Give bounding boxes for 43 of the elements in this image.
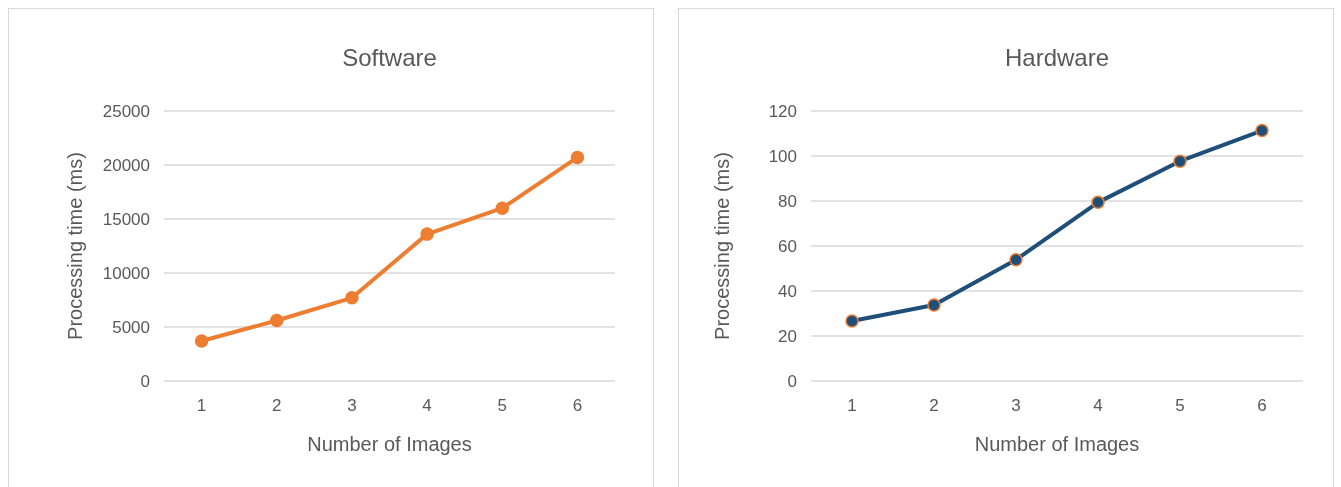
point xyxy=(194,334,209,348)
x-axis-title: Number of Images xyxy=(974,433,1140,455)
y-axis-title: Processing time (ms) xyxy=(64,152,86,340)
y-tick-label: 0 xyxy=(140,371,150,391)
point xyxy=(927,298,941,312)
point xyxy=(1173,154,1187,168)
y-tick-label: 40 xyxy=(778,281,797,301)
y-tick-label: 20 xyxy=(778,326,797,346)
x-tick-label: 6 xyxy=(572,396,583,415)
point xyxy=(420,227,434,241)
y-tick-label: 5000 xyxy=(112,317,150,337)
x-tick-label: 2 xyxy=(272,396,282,415)
point xyxy=(1009,252,1023,267)
point xyxy=(570,150,585,165)
point xyxy=(270,313,284,328)
x-tick-label: 6 xyxy=(1257,396,1267,415)
y-tick-label: 60 xyxy=(778,236,797,256)
y-tick-label: 120 xyxy=(768,101,797,121)
x-tick-label: 3 xyxy=(347,396,357,415)
x-tick-label: 2 xyxy=(929,396,939,415)
x-tick-label: 3 xyxy=(1011,396,1021,415)
y-tick-label: 15000 xyxy=(102,209,150,229)
x-axis-title: Number of Images xyxy=(307,433,472,455)
chart-title: Hardware xyxy=(1004,44,1110,71)
y-tick-label: 20000 xyxy=(102,155,150,175)
y-tick-label: 25000 xyxy=(102,101,150,121)
point xyxy=(1255,123,1269,138)
x-tick-label: 5 xyxy=(1175,396,1185,415)
x-tick-label: 4 xyxy=(1093,396,1103,415)
y-tick-label: 0 xyxy=(787,371,797,391)
x-tick-label: 5 xyxy=(497,396,507,415)
point xyxy=(845,314,859,328)
x-tick-label: 1 xyxy=(196,396,207,415)
y-tick-label: 100 xyxy=(768,146,797,166)
y-axis-title: Processing time (ms) xyxy=(711,152,733,340)
y-tick-label: 80 xyxy=(778,191,797,211)
point xyxy=(495,201,509,215)
chart-title: Software xyxy=(342,44,437,71)
x-tick-label: 1 xyxy=(847,396,857,415)
point xyxy=(345,291,359,305)
x-tick-label: 4 xyxy=(422,396,432,415)
point xyxy=(1091,195,1105,210)
y-tick-label: 10000 xyxy=(102,263,150,283)
